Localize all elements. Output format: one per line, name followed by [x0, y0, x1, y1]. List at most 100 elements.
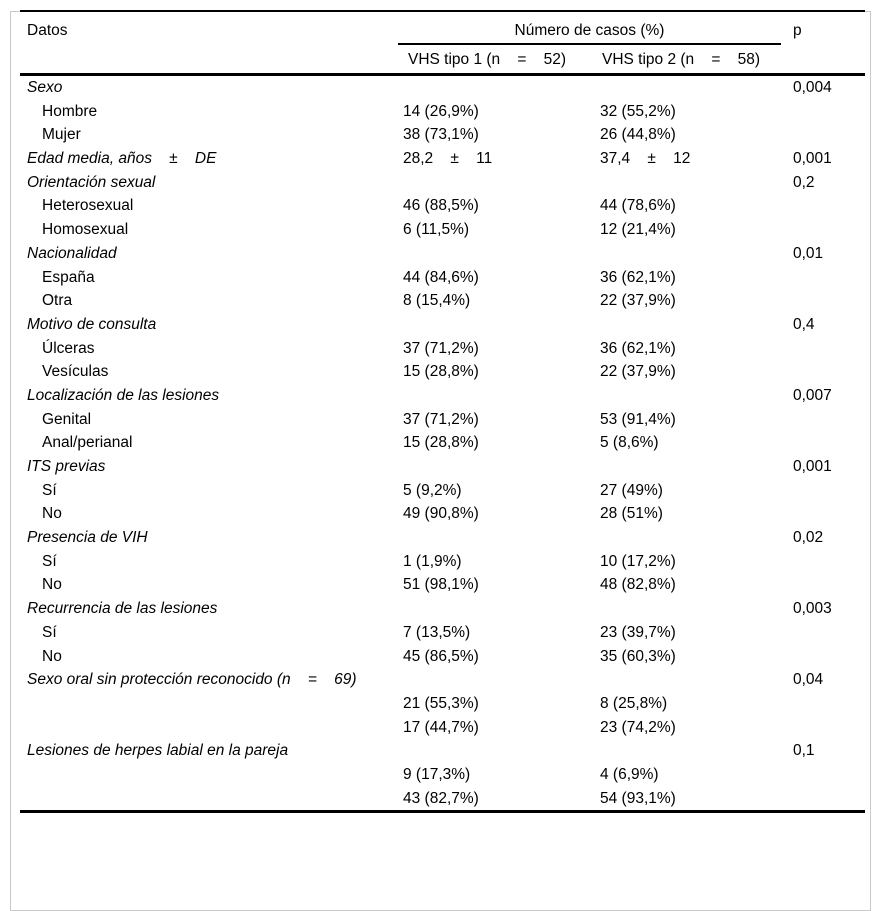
table-row: Orientación sexual 0,2 [20, 171, 865, 195]
p-value-cell: 0,1 [793, 742, 815, 760]
table-header-row-1: Datos Número de casos (%) p [20, 12, 865, 45]
table-row: Sí 7 (13,5%) 23 (39,7%) [20, 621, 865, 645]
vhs1-value-cell: 45 (86,5%) [403, 647, 479, 665]
row-label-cell: Hombre [42, 102, 98, 120]
row-label-cell: Sí [42, 623, 57, 641]
p-value-cell: 0,04 [793, 671, 824, 689]
p-value-cell [793, 716, 865, 740]
vhs1-value-cell: 15 (28,8%) [403, 363, 479, 381]
vhs2-value-cell: 37,4 ± 12 [600, 150, 691, 168]
table-row: Homosexual 6 (11,5%) 12 (21,4%) [20, 218, 865, 242]
p-value-cell [793, 100, 865, 124]
rule-bottom [20, 810, 865, 814]
p-value-cell: 0,02 [793, 529, 824, 547]
vhs2-value-cell: 23 (74,2%) [600, 718, 676, 736]
vhs2-value-cell [600, 76, 793, 100]
table-row: Sí 1 (1,9%) 10 (17,2%) [20, 550, 865, 574]
table-row: Motivo de consulta 0,4 [20, 313, 865, 337]
p-value-cell [793, 692, 865, 716]
p-value-cell [793, 360, 865, 384]
vhs1-value-cell [403, 242, 600, 266]
p-value-cell: 0,4 [793, 315, 815, 333]
rule-top [20, 10, 865, 12]
vhs2-value-cell: 53 (91,4%) [600, 410, 676, 428]
p-value-cell [793, 787, 865, 811]
table-row: Mujer 38 (73,1%) 26 (44,8%) [20, 123, 865, 147]
vhs2-value-cell: 28 (51%) [600, 505, 663, 523]
p-value-cell [793, 479, 865, 503]
p-value-cell [793, 573, 865, 597]
vhs2-value-cell: 12 (21,4%) [600, 221, 676, 239]
p-value-cell: 0,001 [793, 458, 832, 475]
table-row: Vesículas 15 (28,8%) 22 (37,9%) [20, 360, 865, 384]
table-row: Sí 5 (9,2%) 27 (49%) [20, 479, 865, 503]
p-value-cell: 0,2 [793, 173, 815, 191]
vhs2-value-cell: 8 (25,8%) [600, 694, 668, 712]
vhs2-value-cell [600, 597, 793, 621]
vhs2-value-cell: 27 (49%) [600, 481, 663, 499]
p-value-cell [793, 194, 865, 218]
row-label-cell: Heterosexual [42, 197, 134, 215]
row-label-cell: Otra [42, 292, 73, 310]
p-value-cell [793, 123, 865, 147]
table-row: No 51 (98,1%) 48 (82,8%) [20, 573, 865, 597]
row-label-cell [20, 692, 403, 716]
row-label-cell: Nacionalidad [27, 244, 117, 262]
vhs1-value-cell [403, 455, 600, 479]
vhs1-value-cell: 6 (11,5%) [403, 221, 470, 239]
vhs1-value-cell: 1 (1,9%) [403, 552, 462, 570]
header-vhs2-label: VHS tipo 2 (n = 58) [602, 51, 761, 68]
table-row: Sexo oral sin protección reconocido (n =… [20, 668, 865, 692]
table-row: Lesiones de herpes labial en la pareja 0… [20, 739, 865, 763]
row-label-cell: Sí [42, 481, 57, 499]
p-value-cell [793, 621, 865, 645]
table-row: Heterosexual 46 (88,5%) 44 (78,6%) [20, 194, 865, 218]
row-label-cell: Recurrencia de las lesiones [27, 600, 218, 618]
row-label-cell: No [42, 647, 62, 665]
header-datos-label: Datos [27, 22, 68, 39]
vhs1-value-cell: 37 (71,2%) [403, 410, 479, 428]
row-label-cell: Sexo oral sin protección reconocido (n =… [27, 671, 357, 689]
table-row: Presencia de VIH 0,02 [20, 526, 865, 550]
header-spacer [20, 45, 403, 75]
row-label-cell: Presencia de VIH [27, 529, 148, 547]
table-row: 9 (17,3%) 4 (6,9%) [20, 763, 865, 787]
table-row: Recurrencia de las lesiones 0,003 [20, 597, 865, 621]
p-value-cell: 0,003 [793, 600, 832, 618]
vhs2-value-cell: 32 (55,2%) [600, 102, 676, 120]
row-label-cell: Localización de las lesiones [27, 386, 220, 404]
vhs2-value-cell: 10 (17,2%) [600, 552, 676, 570]
p-value-cell: 0,007 [793, 386, 832, 404]
table-header-row-2: VHS tipo 1 (n = 52) VHS tipo 2 (n = 58) [20, 45, 865, 73]
table-row: 17 (44,7%) 23 (74,2%) [20, 716, 865, 740]
table-row: ITS previas 0,001 [20, 455, 865, 479]
p-value-cell [793, 431, 865, 455]
vhs2-value-cell [600, 455, 793, 479]
vhs2-value-cell [600, 242, 793, 266]
header-group-label: Número de casos (%) [398, 12, 781, 45]
p-value-cell [793, 550, 865, 574]
vhs1-value-cell: 8 (15,4%) [403, 292, 471, 310]
vhs2-value-cell: 22 (37,9%) [600, 292, 676, 310]
figure-frame [10, 11, 871, 911]
vhs1-value-cell: 7 (13,5%) [403, 623, 471, 641]
p-value-cell [793, 763, 865, 787]
vhs1-value-cell [403, 739, 600, 763]
row-label-cell [20, 716, 403, 740]
vhs1-value-cell: 44 (84,6%) [403, 268, 479, 286]
vhs2-value-cell: 44 (78,6%) [600, 197, 676, 215]
vhs1-value-cell [403, 668, 600, 692]
table-row: Anal/perianal 15 (28,8%) 5 (8,6%) [20, 431, 865, 455]
vhs1-value-cell: 17 (44,7%) [403, 718, 479, 736]
vhs2-value-cell: 4 (6,9%) [600, 765, 659, 783]
vhs2-value-cell [600, 526, 793, 550]
vhs1-value-cell: 15 (28,8%) [403, 434, 479, 452]
row-label-cell: Orientación sexual [27, 173, 156, 191]
vhs2-value-cell: 36 (62,1%) [600, 268, 676, 286]
row-label-cell: Vesículas [42, 363, 109, 381]
vhs1-value-cell [403, 171, 600, 195]
table-row: Localización de las lesiones 0,007 [20, 384, 865, 408]
vhs2-value-cell: 26 (44,8%) [600, 126, 676, 144]
row-label-cell: Anal/perianal [42, 434, 133, 452]
p-value-cell [793, 408, 865, 432]
